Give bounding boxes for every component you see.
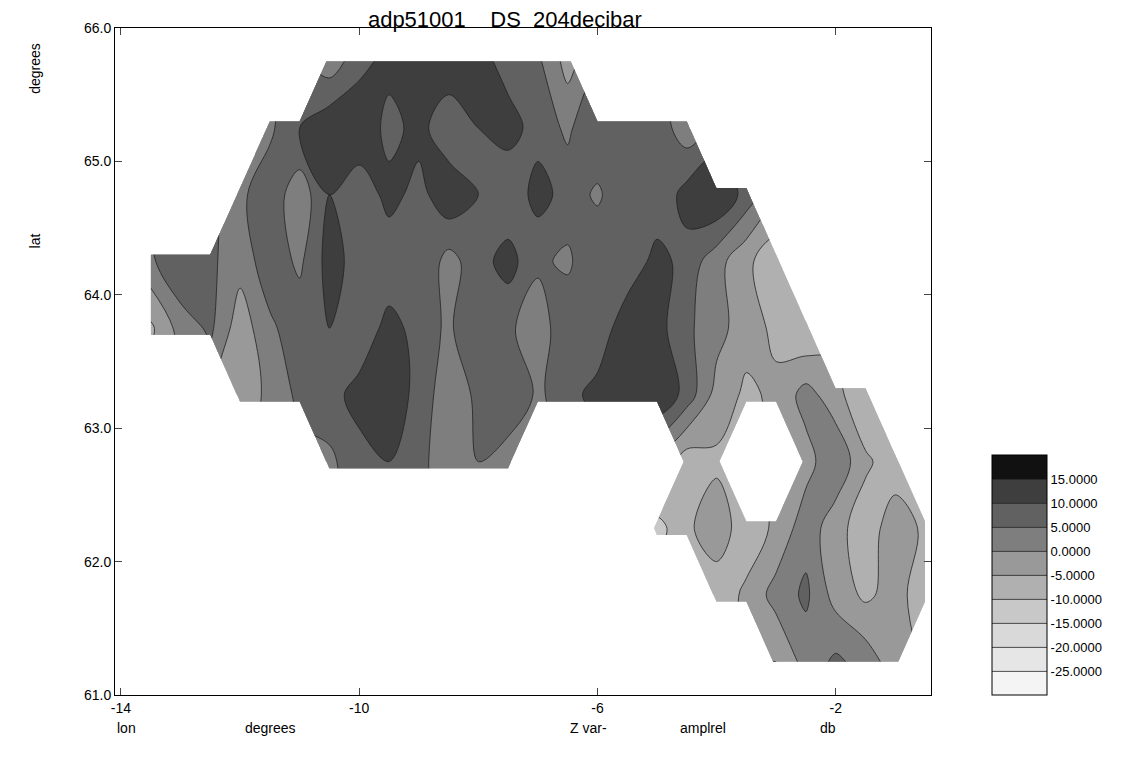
svg-text:adp51001 DS 204decibar: adp51001 DS 204decibar	[368, 7, 642, 32]
svg-text:-10: -10	[349, 700, 369, 716]
svg-text:5.0000: 5.0000	[1051, 520, 1091, 535]
svg-text:0.0000: 0.0000	[1051, 544, 1091, 559]
svg-text:db: db	[820, 720, 836, 736]
svg-text:-2: -2	[829, 700, 842, 716]
svg-text:64.0: 64.0	[84, 287, 111, 303]
svg-text:-14: -14	[111, 700, 131, 716]
svg-text:-5.0000: -5.0000	[1051, 568, 1095, 583]
svg-text:amplrel: amplrel	[680, 720, 726, 736]
svg-text:-6: -6	[591, 700, 604, 716]
svg-text:15.0000: 15.0000	[1051, 472, 1098, 487]
svg-text:-15.0000: -15.0000	[1051, 616, 1102, 631]
svg-text:10.0000: 10.0000	[1051, 496, 1098, 511]
svg-text:61.0: 61.0	[84, 687, 111, 703]
svg-text:lat: lat	[27, 234, 43, 249]
svg-text:-25.0000: -25.0000	[1051, 664, 1102, 679]
svg-text:lon: lon	[117, 720, 136, 736]
svg-text:degrees: degrees	[245, 720, 296, 736]
svg-text:65.0: 65.0	[84, 153, 111, 169]
svg-text:degrees: degrees	[27, 43, 43, 94]
svg-text:66.0: 66.0	[84, 20, 111, 36]
svg-text:-10.0000: -10.0000	[1051, 592, 1102, 607]
svg-text:63.0: 63.0	[84, 420, 111, 436]
svg-text:Z var-: Z var-	[570, 720, 607, 736]
svg-text:-20.0000: -20.0000	[1051, 640, 1102, 655]
svg-text:62.0: 62.0	[84, 554, 111, 570]
